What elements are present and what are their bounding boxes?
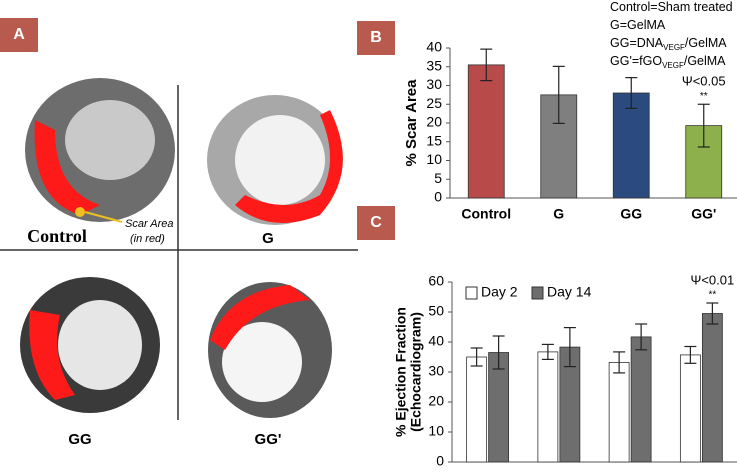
y-tick-label: 30 (426, 76, 442, 92)
panel-box (0, 18, 38, 52)
key-text: VEGF (662, 61, 684, 70)
key-text: GG=DNA (610, 36, 664, 50)
image-label: GG' (255, 431, 282, 448)
key-text: Control=Sham treated (610, 0, 733, 14)
y-tick-label: 60 (428, 273, 444, 289)
bar (612, 92, 650, 199)
key-entry: Control=Sham treated (610, 0, 733, 14)
image-label: GG (68, 431, 91, 448)
key-text: /GelMA (684, 54, 726, 68)
y-tick-label: 50 (428, 303, 444, 319)
image-label: G (262, 230, 274, 247)
x-tick-label: GG' (691, 206, 716, 222)
panel-box (357, 206, 395, 240)
y-tick-label: 10 (428, 423, 444, 439)
panel-label: B (370, 29, 382, 46)
key-entry: GG'=fGOVEGF/GelMA (610, 54, 726, 70)
heart-sections (0, 78, 358, 420)
panel-label: C (370, 214, 382, 231)
annotation: ** (700, 91, 708, 102)
y-tick-label: 35 (426, 57, 442, 73)
y-tick-label: 40 (428, 333, 444, 349)
key-text: /GelMA (685, 36, 727, 50)
annotation: (in red) (130, 233, 165, 245)
legend-swatch (531, 286, 544, 300)
y-tick-label: 5 (434, 170, 442, 186)
key-entry: GG=DNAVEGF/GelMA (610, 36, 727, 52)
annotation: ** (708, 290, 716, 301)
y-axis-label: % Scar Area (403, 79, 420, 167)
annotation: Ψ<0.01 (690, 272, 734, 287)
bar (537, 351, 559, 463)
y-axis-label: % Ejection Fraction (393, 307, 409, 437)
key-text: VEGF (663, 43, 685, 52)
y-tick-label: 40 (426, 39, 442, 55)
y-tick-label: 15 (426, 132, 442, 148)
bar (466, 356, 488, 463)
x-tick-label: Control (461, 206, 511, 222)
legend-label: Day 2 (481, 284, 518, 300)
y-tick-label: 30 (428, 363, 444, 379)
image-label: Control (27, 226, 87, 246)
y-tick-label: 10 (426, 151, 442, 167)
legend-label: Day 14 (547, 284, 592, 300)
bar (679, 354, 701, 463)
panel-label: A (13, 26, 25, 43)
bar (608, 361, 630, 463)
y-tick-label: 20 (428, 393, 444, 409)
annotation: Scar Area (125, 218, 174, 230)
x-tick-label: GG (620, 206, 642, 222)
key-text: GG'=fGO (610, 54, 662, 68)
annotation: Ψ<0.05 (682, 74, 726, 89)
y-tick-label: 0 (434, 189, 442, 205)
y-tick-label: 0 (436, 453, 444, 467)
x-tick-label: G (553, 206, 564, 222)
panel-box (357, 21, 395, 55)
y-tick-label: 20 (426, 114, 442, 130)
y-axis-label: (Echocardiogram) (408, 312, 424, 432)
legend-swatch (465, 286, 478, 300)
bar (467, 64, 505, 199)
key-entry: G=GelMA (610, 18, 666, 32)
bar (630, 336, 652, 463)
y-tick-label: 25 (426, 95, 442, 111)
bar (701, 313, 723, 463)
key-text: G=GelMA (610, 18, 666, 32)
